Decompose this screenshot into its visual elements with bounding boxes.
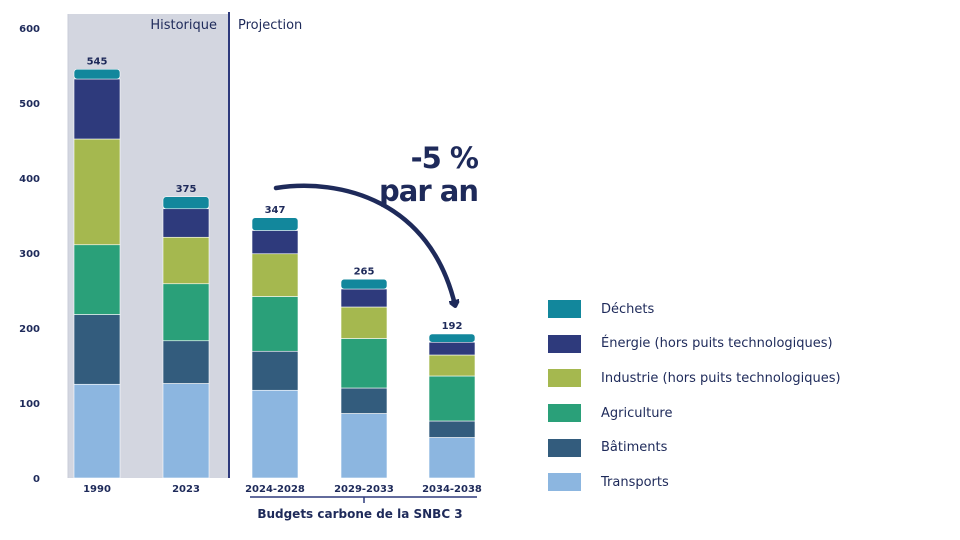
y-tick-label: 400 [19,174,40,185]
legend-label: Industrie (hors puits technologiques) [601,370,841,386]
bar-segment [428,375,476,422]
bar-segment [73,78,121,140]
bar-total-label: 192 [442,321,463,332]
bar-total-label: 347 [265,205,286,216]
bar-segment [251,230,299,255]
period-projection-label: Projection [238,18,302,33]
bar-segment [162,340,210,384]
legend-label: Transports [601,474,669,490]
legend-item: Énergie (hors puits technologiques) [548,327,928,362]
legend-item: Industrie (hors puits technologiques) [548,361,928,396]
y-tick-label: 200 [19,324,40,335]
bar-segment [340,413,388,479]
bar-segment [251,389,299,479]
legend-item: Agriculture [548,396,928,431]
bar-segment [251,350,299,391]
annotation-per-year: par an [379,174,478,208]
legend-item: Déchets [548,292,928,327]
bar-segment [251,296,299,352]
legend-label: Énergie (hors puits technologiques) [601,336,833,352]
bar-segment [340,338,388,389]
bar-segment [428,437,476,479]
legend-swatch [548,473,581,492]
period-historic-label: Historique [150,18,217,33]
x-category-label: 2034-2038 [422,484,482,495]
legend-swatch [548,369,581,388]
bar-segment [340,288,388,308]
bar-segment [428,341,476,356]
budget-bracket-label: Budgets carbone de la SNBC 3 [257,507,462,521]
bar-segment [340,387,388,414]
legend-label: Agriculture [601,405,673,421]
bar-total-label: 545 [87,56,108,67]
legend-swatch [548,300,581,319]
legend-item: Bâtiments [548,430,928,465]
bar-segment [340,278,388,290]
bar-segment [162,283,210,342]
bar-segment [428,420,476,438]
bar-segment [428,354,476,377]
bar-segment [162,236,210,285]
bar-segment [340,306,388,339]
legend-swatch [548,334,581,353]
y-tick-label: 500 [19,99,40,110]
x-category-label: 1990 [83,484,111,495]
legend-item: Transports [548,465,928,500]
bar-segment [162,196,210,210]
bar-segment [73,383,121,479]
bar-segment [162,383,210,479]
bar-segment [73,314,121,385]
x-category-label: 2029-2033 [334,484,394,495]
legend-swatch [548,438,581,457]
bar-segment [73,138,121,246]
bar-total-label: 265 [354,266,375,277]
bar-total-label: 375 [176,184,197,195]
bar-segment [73,68,121,80]
x-category-label: 2023 [172,484,200,495]
trend-arrow [273,183,455,305]
y-tick-label: 100 [19,399,40,410]
y-tick-label: 300 [19,249,40,260]
x-category-label: 2024-2028 [245,484,305,495]
legend-label: Bâtiments [601,440,668,456]
bar-segment [251,217,299,231]
bar-segment [162,208,210,238]
legend: Déchets Énergie (hors puits technologique… [548,292,928,500]
y-tick-label: 600 [19,24,40,35]
bar-segment [73,244,121,315]
y-tick-label: 0 [33,474,40,485]
legend-label: Déchets [601,301,655,317]
bar-segment [428,333,476,343]
legend-swatch [548,404,581,423]
bar-segment [251,253,299,297]
annotation-rate: -5 % [411,141,479,175]
